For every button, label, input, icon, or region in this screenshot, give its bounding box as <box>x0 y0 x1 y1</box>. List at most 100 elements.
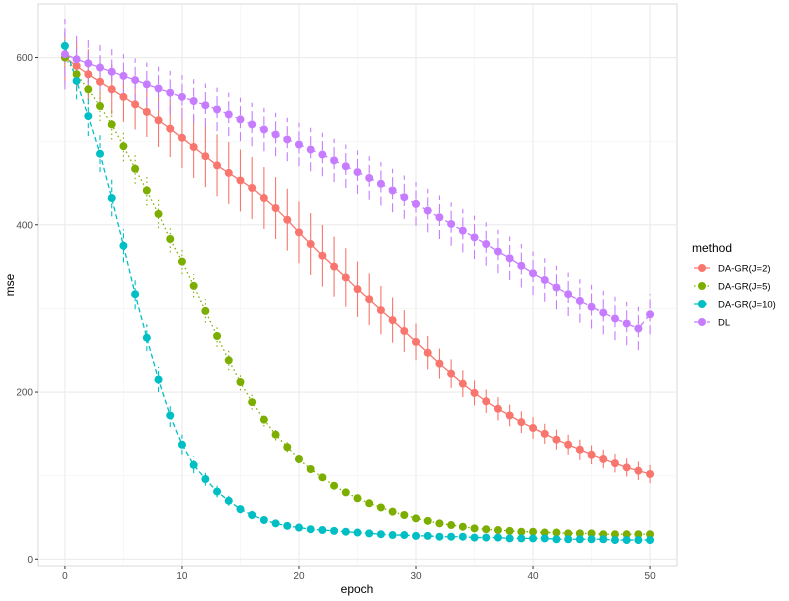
point-dl <box>166 88 175 97</box>
point-da-gr-j-10 <box>119 241 128 250</box>
point-da-gr-j-5 <box>529 527 538 536</box>
x-tick-label: 50 <box>645 571 657 582</box>
point-da-gr-j-5 <box>224 356 233 365</box>
point-da-gr-j-5 <box>423 516 432 525</box>
point-dl <box>283 135 292 144</box>
point-dl <box>505 254 514 263</box>
point-da-gr-j-10 <box>259 516 268 525</box>
y-axis-title: mse <box>3 273 17 296</box>
point-da-gr-j-10 <box>84 112 93 121</box>
point-da-gr-j-5 <box>154 209 163 218</box>
point-dl <box>224 110 233 119</box>
point-da-gr-j-2 <box>107 85 116 94</box>
point-da-gr-j-5 <box>365 499 374 508</box>
point-da-gr-j-10 <box>646 536 655 545</box>
point-da-gr-j-2 <box>201 152 210 161</box>
point-dl <box>599 308 608 317</box>
point-da-gr-j-10 <box>482 533 491 542</box>
point-da-gr-j-5 <box>400 510 409 519</box>
point-dl <box>236 115 245 124</box>
x-axis-title: epoch <box>341 582 374 596</box>
point-da-gr-j-5 <box>646 530 655 539</box>
point-dl <box>72 55 81 64</box>
point-da-gr-j-5 <box>119 142 128 151</box>
point-dl <box>177 92 186 101</box>
legend: method DA-GR(J=2) DA-GR(J=5) DA-GR(J=10) DL <box>692 241 776 329</box>
point-dl <box>154 84 163 93</box>
point-da-gr-j-2 <box>564 440 573 449</box>
point-da-gr-j-2 <box>236 176 245 185</box>
point-da-gr-j-5 <box>376 503 385 512</box>
point-da-gr-j-2 <box>259 194 268 203</box>
point-da-gr-j-10 <box>365 529 374 538</box>
point-da-gr-j-2 <box>575 445 584 454</box>
point-dl <box>142 80 151 89</box>
point-dl <box>646 310 655 319</box>
point-dl <box>248 120 257 129</box>
point-da-gr-j-10 <box>575 535 584 544</box>
legend-label-dl: DL <box>718 318 730 329</box>
point-da-gr-j-2 <box>318 251 327 260</box>
point-dl <box>84 59 93 68</box>
y-tick-label: 400 <box>16 220 33 231</box>
point-dl <box>622 319 631 328</box>
point-da-gr-j-5 <box>341 488 350 497</box>
point-da-gr-j-2 <box>587 450 596 459</box>
point-da-gr-j-10 <box>564 535 573 544</box>
x-tick-label: 40 <box>527 571 539 582</box>
point-da-gr-j-10 <box>400 531 409 540</box>
point-da-gr-j-5 <box>552 528 561 537</box>
point-dl <box>376 179 385 188</box>
point-da-gr-j-5 <box>587 529 596 538</box>
point-dl <box>306 145 315 154</box>
point-da-gr-j-5 <box>166 235 175 244</box>
point-da-gr-j-5 <box>330 481 339 490</box>
point-da-gr-j-5 <box>259 415 268 424</box>
point-dl <box>552 283 561 292</box>
point-da-gr-j-2 <box>271 204 280 213</box>
point-da-gr-j-10 <box>318 526 327 535</box>
point-dl <box>119 71 128 80</box>
point-da-gr-j-10 <box>599 535 608 544</box>
point-da-gr-j-10 <box>505 534 514 543</box>
point-da-gr-j-10 <box>72 76 81 85</box>
point-dl <box>517 261 526 270</box>
point-da-gr-j-2 <box>166 124 175 133</box>
point-da-gr-j-10 <box>166 411 175 420</box>
point-da-gr-j-5 <box>271 430 280 439</box>
point-da-gr-j-5 <box>294 454 303 463</box>
point-da-gr-j-5 <box>177 257 186 266</box>
point-dl <box>353 168 362 177</box>
point-da-gr-j-10 <box>224 496 233 505</box>
point-da-gr-j-2 <box>177 133 186 142</box>
point-da-gr-j-2 <box>423 348 432 357</box>
point-da-gr-j-10 <box>388 531 397 540</box>
point-da-gr-j-5 <box>248 398 257 407</box>
point-da-gr-j-2 <box>493 404 502 413</box>
point-da-gr-j-10 <box>435 532 444 541</box>
point-da-gr-j-10 <box>131 290 140 299</box>
point-da-gr-j-5 <box>412 514 421 523</box>
point-da-gr-j-2 <box>248 183 257 192</box>
point-da-gr-j-2 <box>341 273 350 282</box>
point-dl <box>96 63 105 72</box>
legend-label-da-gr-j-10: DA-GR(J=10) <box>718 300 776 311</box>
point-da-gr-j-10 <box>248 510 257 519</box>
point-da-gr-j-2 <box>365 295 374 304</box>
point-da-gr-j-5 <box>517 527 526 536</box>
point-da-gr-j-10 <box>201 475 210 484</box>
point-da-gr-j-2 <box>458 379 467 388</box>
point-da-gr-j-10 <box>107 194 116 203</box>
point-da-gr-j-5 <box>142 186 151 195</box>
point-da-gr-j-2 <box>142 107 151 116</box>
point-da-gr-j-2 <box>84 70 93 79</box>
point-dl <box>423 206 432 215</box>
point-da-gr-j-10 <box>622 536 631 545</box>
legend-key-point-da-gr-j-10 <box>698 300 706 308</box>
point-da-gr-j-2 <box>622 463 631 472</box>
point-da-gr-j-2 <box>330 262 339 271</box>
x-tick-label: 30 <box>410 571 422 582</box>
point-da-gr-j-2 <box>634 466 643 475</box>
point-da-gr-j-10 <box>96 149 105 158</box>
point-dl <box>447 219 456 228</box>
